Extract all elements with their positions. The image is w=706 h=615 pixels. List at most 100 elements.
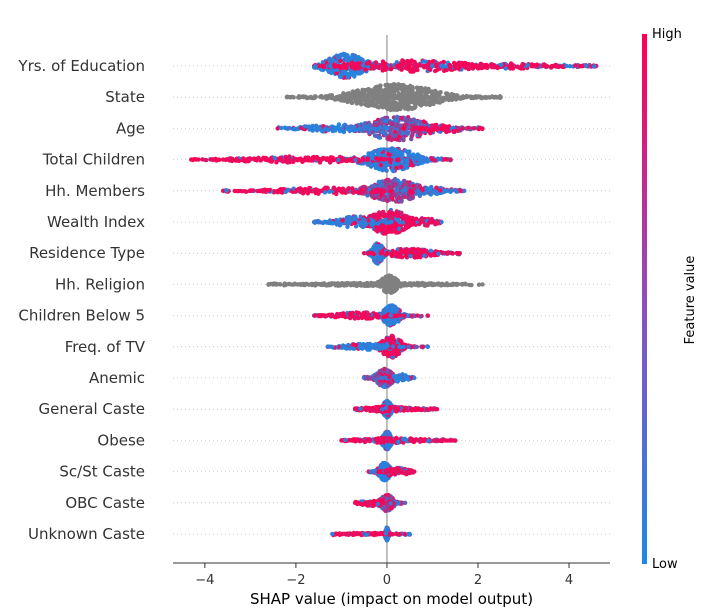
- shap-dot: [401, 136, 406, 141]
- shap-dot: [364, 102, 369, 108]
- shap-dot: [272, 155, 278, 161]
- shap-dot: [531, 62, 537, 68]
- shap-dot: [392, 107, 397, 112]
- shap-dot: [473, 94, 478, 99]
- shap-dot: [415, 152, 420, 157]
- shap-dot: [208, 157, 214, 162]
- shap-dot: [400, 227, 405, 232]
- shap-dot: [425, 344, 431, 349]
- shap-dot: [401, 130, 406, 136]
- shap-dot: [370, 213, 375, 218]
- shap-dot: [460, 282, 465, 287]
- shap-dot: [389, 84, 394, 90]
- shap-dot: [542, 62, 547, 67]
- shap-dot: [361, 96, 366, 101]
- shap-dot: [378, 189, 383, 195]
- shap-dot: [454, 96, 459, 101]
- shap-dot: [382, 90, 387, 96]
- shap-dot: [466, 61, 471, 67]
- shap-dot: [345, 99, 350, 105]
- shap-dot: [386, 100, 391, 106]
- shap-dot: [263, 155, 269, 161]
- feature-row-dots: [275, 114, 485, 143]
- shap-dot: [400, 82, 406, 88]
- shap-dot: [395, 188, 400, 193]
- shap-dot: [395, 213, 400, 219]
- shap-dot: [341, 187, 346, 193]
- shap-dot: [373, 188, 378, 193]
- shap-dot: [388, 321, 393, 327]
- shap-dot: [415, 63, 421, 69]
- shap-dot: [340, 97, 345, 103]
- shap-dot: [430, 123, 435, 128]
- shap-dot: [374, 156, 379, 161]
- shap-dot: [456, 62, 462, 68]
- shap-dot: [357, 92, 363, 97]
- shap-dot: [333, 128, 338, 133]
- shap-dot: [396, 130, 401, 135]
- shap-dot: [406, 102, 411, 108]
- shap-dot: [427, 128, 432, 134]
- shap-dot: [503, 66, 508, 71]
- feature-label: Obese: [97, 431, 145, 449]
- shap-dot: [382, 95, 387, 100]
- shap-dot: [359, 224, 365, 229]
- shap-dot: [410, 105, 415, 111]
- shap-dot: [382, 61, 387, 67]
- shap-dot: [418, 282, 424, 287]
- shap-dot: [362, 124, 367, 129]
- shap-dot: [279, 187, 284, 192]
- feature-label: Hh. Members: [45, 182, 145, 200]
- shap-dot: [419, 216, 425, 221]
- shap-dot: [348, 315, 353, 321]
- shap-dot: [352, 74, 357, 79]
- feature-label: Wealth Index: [47, 213, 145, 231]
- shap-dot: [446, 95, 451, 100]
- feature-label: OBC Caste: [65, 494, 145, 512]
- shap-dot: [580, 63, 585, 69]
- shap-dot: [443, 157, 448, 162]
- shap-dot: [347, 311, 352, 316]
- shap-dot: [314, 125, 319, 131]
- shap-dot: [510, 65, 515, 71]
- shap-dot: [296, 157, 301, 162]
- shap-dot: [340, 158, 345, 164]
- shap-dot: [414, 119, 420, 125]
- shap-dot: [384, 126, 389, 131]
- shap-dot: [341, 311, 346, 316]
- shap-dot: [286, 94, 291, 100]
- shap-dot: [344, 125, 349, 131]
- shap-dot: [433, 97, 438, 103]
- shap-dot: [366, 90, 372, 95]
- shap-dot: [436, 251, 441, 256]
- shap-dot: [390, 99, 395, 104]
- shap-dot: [190, 157, 196, 163]
- shap-dot: [392, 82, 397, 87]
- shap-dot: [382, 152, 387, 158]
- shap-dot: [387, 225, 392, 230]
- shap-dot: [338, 74, 344, 80]
- feature-label: Hh. Religion: [55, 275, 145, 293]
- shap-dot: [235, 188, 240, 194]
- shap-dot: [369, 250, 374, 255]
- shap-dot: [257, 188, 263, 193]
- shap-dot: [564, 63, 569, 69]
- shap-dot: [433, 68, 438, 74]
- shap-dot: [362, 310, 368, 315]
- shap-dot: [470, 62, 475, 67]
- shap-dot: [349, 72, 354, 77]
- shap-dot: [471, 126, 476, 131]
- shap-dot: [389, 193, 394, 198]
- shap-dot: [394, 94, 399, 99]
- shap-dot: [378, 63, 383, 69]
- shap-dot: [423, 86, 428, 91]
- shap-dot: [269, 159, 274, 164]
- shap-dot: [391, 152, 396, 157]
- shap-dot: [379, 282, 385, 287]
- shap-dot: [394, 124, 399, 129]
- shap-dot: [340, 218, 345, 223]
- shap-dot: [583, 63, 588, 69]
- shap-dot: [380, 100, 385, 106]
- shap-dot: [282, 125, 288, 131]
